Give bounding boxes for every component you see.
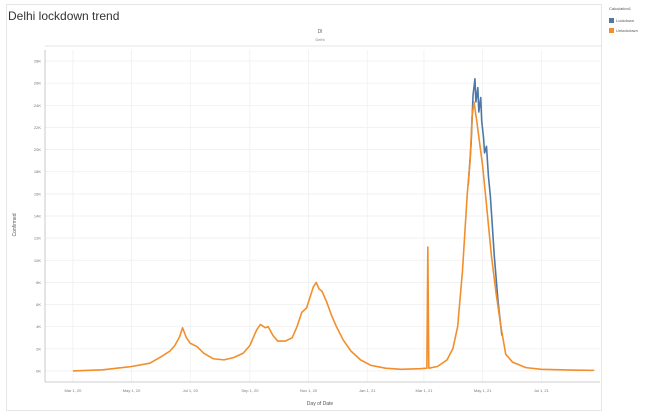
- series-line-lockdown: [467, 77, 503, 336]
- y-axis-label: Confirmed: [12, 213, 18, 236]
- y-tick-label: 4K: [36, 324, 41, 329]
- y-tick-label: 6K: [36, 302, 41, 307]
- x-tick-label: Nov 1, 20: [300, 388, 318, 393]
- x-tick-label: May 1, 20: [123, 388, 141, 393]
- y-tick-label: 10K: [34, 258, 41, 263]
- legend-swatch-unlockdown: [609, 28, 614, 34]
- legend-item-lockdown[interactable]: Lockdown: [609, 18, 635, 24]
- x-tick-label: Mar 1, 20: [64, 388, 82, 393]
- gridlines: [45, 50, 600, 382]
- y-tick-label: 26K: [34, 81, 41, 86]
- y-tick-label: 8K: [36, 280, 41, 285]
- chart-title: Delhi lockdown trend: [8, 9, 120, 23]
- chart-header: Dl: [318, 29, 323, 35]
- x-tick-label: Sep 1, 20: [241, 388, 259, 393]
- x-axis-label: Day of Date: [307, 401, 334, 407]
- legend-swatch-lockdown: [609, 18, 614, 24]
- y-tick-label: 14K: [34, 214, 41, 219]
- y-tick-label: 28K: [34, 59, 41, 64]
- legend-label-lockdown: Lockdown: [616, 18, 635, 23]
- x-tick-label: Jan 1, 21: [359, 388, 376, 393]
- x-tick-label: May 1, 21: [474, 388, 492, 393]
- legend-item-unlockdown[interactable]: Unlockdown: [609, 28, 638, 34]
- x-tick-label: Jul 1, 20: [183, 388, 199, 393]
- chart-subheader: Delhi: [315, 37, 324, 42]
- series-lines: [72, 77, 595, 372]
- y-tick-label: 12K: [34, 236, 41, 241]
- y-tick-label: 18K: [34, 169, 41, 174]
- y-tick-label: 0K: [36, 368, 41, 373]
- legend-label-unlockdown: Unlockdown: [616, 28, 638, 33]
- x-tick-label: Mar 1, 21: [416, 388, 434, 393]
- x-axis-ticks: Mar 1, 20 May 1, 20 Jul 1, 20 Sep 1, 20 Nov …: [64, 388, 549, 393]
- y-axis-ticks: 0K 2K 4K 6K 8K 10K 12K 14K 16K 18K 20K 22K 24K 26K 28K: [34, 59, 41, 374]
- y-tick-label: 16K: [34, 191, 41, 196]
- series-line-unlockdown: [72, 101, 595, 372]
- legend-title: Calculation1: [609, 6, 632, 11]
- y-tick-label: 24K: [34, 103, 41, 108]
- y-tick-label: 20K: [34, 147, 41, 152]
- y-tick-label: 2K: [36, 346, 41, 351]
- y-tick-label: 22K: [34, 125, 41, 130]
- legend[interactable]: Calculation1 Lockdown Unlockdown: [607, 4, 649, 44]
- x-tick-label: Jul 1, 21: [534, 388, 550, 393]
